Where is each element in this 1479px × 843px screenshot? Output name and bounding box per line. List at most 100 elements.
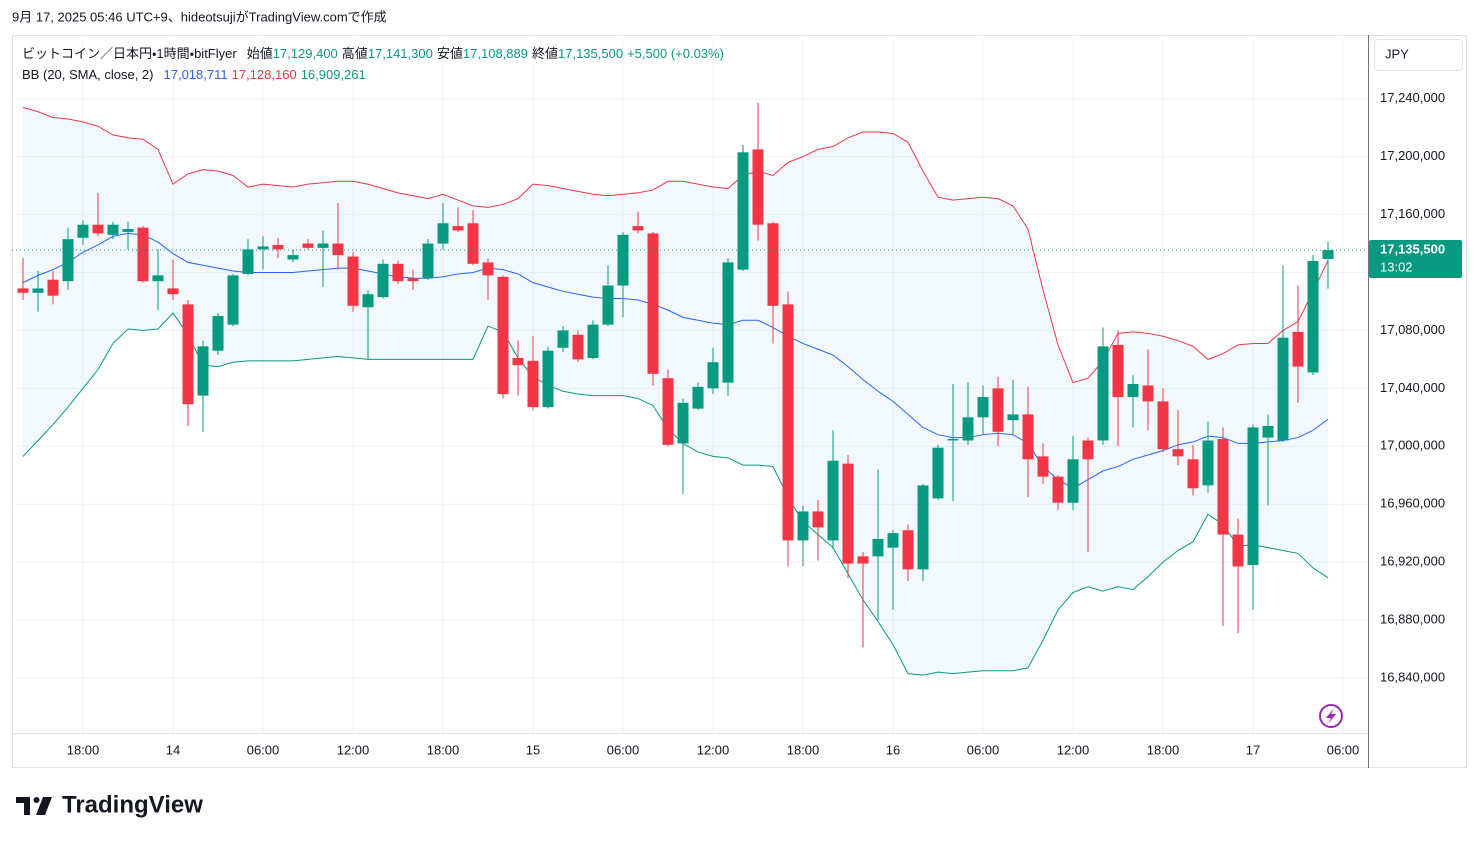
candle-body — [632, 226, 644, 231]
candle-body — [572, 334, 584, 360]
x-tick-label: 12:00 — [1057, 742, 1090, 757]
symbol-title: ビットコイン／日本円・1時間・bitFlyer — [22, 46, 237, 61]
x-tick-label: 06:00 — [607, 742, 640, 757]
candle-body — [902, 530, 914, 570]
lightning-icon[interactable] — [1319, 704, 1343, 728]
ohlc-value: 17,129,400 — [272, 46, 338, 61]
candle-body — [1292, 331, 1304, 367]
legend: ビットコイン／日本円・1時間・bitFlyer 始値17,129,400 高値 17,… — [22, 43, 732, 85]
chart-frame — [12, 35, 1467, 768]
x-tick-label: 18:00 — [787, 742, 820, 757]
x-tick-label: 12:00 — [697, 742, 730, 757]
candle-body — [1277, 337, 1289, 441]
y-tick-label: 17,040,000 — [1380, 380, 1445, 395]
change-value: +5,500 (+0.03%) — [627, 46, 724, 61]
candle-body — [842, 463, 854, 564]
candle-body — [1202, 440, 1214, 486]
currency-button[interactable] — [1374, 39, 1463, 71]
candle-body — [977, 397, 989, 418]
candle-body — [1022, 414, 1034, 460]
candle-body — [1037, 456, 1049, 477]
currency-label[interactable]: JPY — [1385, 46, 1409, 61]
candle-body — [557, 330, 569, 348]
bb-label: BB (20, SMA, close, 2) — [22, 67, 154, 82]
logo-icon — [16, 797, 52, 815]
ohlc-label: 始値 — [246, 46, 273, 61]
candle-body — [1217, 439, 1229, 535]
y-tick-label: 17,240,000 — [1380, 90, 1445, 105]
candle-body — [887, 533, 899, 548]
candle-body — [677, 402, 689, 444]
candle-body — [227, 275, 239, 325]
candle-body — [212, 315, 224, 351]
candle-body — [722, 262, 734, 383]
candle-body — [1127, 384, 1139, 398]
candle-body — [662, 378, 674, 445]
candle-body — [512, 357, 524, 366]
bb-values: 17,018,711 17,128,160 16,909,261 — [158, 67, 370, 82]
candle-body — [587, 324, 599, 358]
ohlc-label: 終値 — [531, 46, 558, 61]
candle-body — [392, 263, 404, 282]
candle-body — [467, 223, 479, 264]
bb-basis-value: 17,018,711 — [163, 67, 228, 82]
candle-body — [1172, 449, 1184, 457]
y-tick-label: 16,880,000 — [1380, 611, 1445, 626]
candle-body — [62, 239, 74, 282]
candle-body — [527, 360, 539, 408]
candle-body — [812, 511, 824, 528]
bb-upper-value: 17,128,160 — [231, 67, 297, 82]
candle-body — [797, 511, 809, 541]
legend-row-bb: BB (20, SMA, close, 2) 17,018,711 17,128,1… — [22, 64, 732, 85]
plot-back — [12, 35, 1368, 733]
bb-lower-line — [22, 312, 1329, 676]
candle-body — [692, 386, 704, 409]
candle-body — [437, 223, 449, 244]
x-tick-label: 15 — [526, 742, 540, 757]
candle-body — [317, 243, 329, 248]
candle-body — [1262, 425, 1274, 438]
candle-body — [107, 224, 119, 235]
x-tick-label: 06:00 — [247, 742, 280, 757]
candle-body — [1232, 534, 1244, 567]
bb-upper-line — [22, 106, 1329, 384]
x-tick-label: 18:00 — [1147, 742, 1180, 757]
candle-body — [77, 224, 89, 238]
candle-body — [857, 556, 869, 564]
y-tick-label: 17,000,000 — [1380, 438, 1445, 453]
candle-body — [362, 294, 374, 308]
candle-body — [707, 362, 719, 389]
candle-body — [407, 278, 419, 282]
candle-body — [167, 288, 179, 295]
candle-body — [1112, 344, 1124, 398]
ohlc-label: 高値 — [341, 46, 368, 61]
x-tick-label: 16 — [886, 742, 900, 757]
price-tag-value: 17,135,500 — [1380, 241, 1445, 256]
candle-body — [542, 350, 554, 408]
candle-body — [332, 243, 344, 256]
x-tick-label: 06:00 — [967, 742, 1000, 757]
candle-body — [272, 244, 284, 250]
y-tick-label: 16,960,000 — [1380, 496, 1445, 511]
candle-body — [302, 243, 314, 248]
ohlc-value: 17,108,889 — [462, 46, 528, 61]
y-tick-label: 16,840,000 — [1380, 669, 1445, 684]
bb-basis-line — [22, 232, 1329, 489]
y-tick-label: 17,200,000 — [1380, 148, 1445, 163]
candle-body — [92, 224, 104, 234]
x-tick-label: 12:00 — [337, 742, 370, 757]
candle-body — [197, 346, 209, 396]
x-tick-label: 18:00 — [67, 742, 100, 757]
y-tick-label: 16,920,000 — [1380, 554, 1445, 569]
candle-body — [1052, 476, 1064, 503]
plot-marks — [12, 103, 1368, 676]
band-fill — [23, 107, 1328, 676]
candle-body — [827, 460, 839, 541]
candle-body — [1097, 346, 1109, 441]
candle-body — [752, 149, 764, 225]
candle-body — [1142, 385, 1154, 402]
candle-body — [992, 388, 1004, 432]
lightning-bolt[interactable] — [1326, 708, 1336, 724]
